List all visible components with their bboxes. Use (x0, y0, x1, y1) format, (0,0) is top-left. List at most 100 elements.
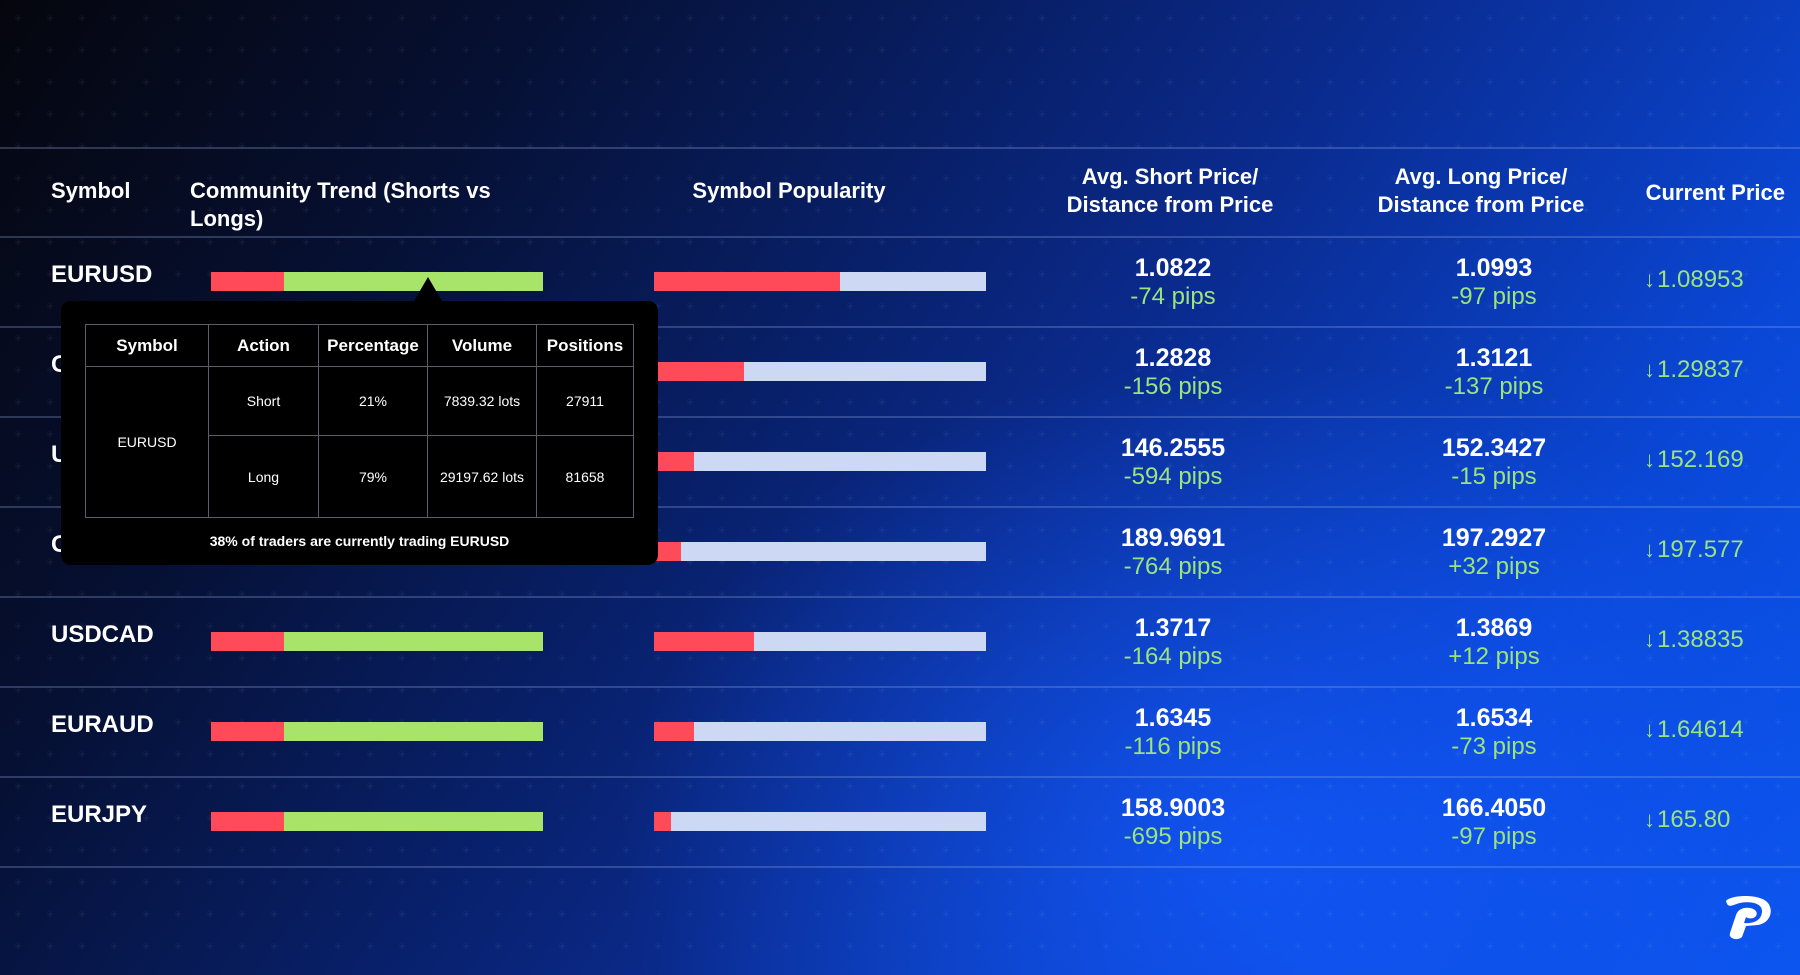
grid-cross (1423, 47, 1429, 53)
tooltip-volume: 29197.62 lots (427, 435, 537, 518)
grid-cross (1391, 911, 1397, 917)
grid-cross (399, 911, 405, 917)
grid-cross (1743, 879, 1749, 885)
grid-cross (79, 47, 85, 53)
grid-cross (1103, 47, 1109, 53)
grid-cross (1615, 47, 1621, 53)
table-row[interactable]: EURAUD 1.6345 -116 pips 1.6534 -73 pips … (0, 688, 1800, 778)
grid-cross (1455, 79, 1461, 85)
grid-cross (271, 943, 277, 949)
grid-cross (623, 111, 629, 117)
table-row[interactable]: EURUSD 1.0822 -74 pips 1.0993 -97 pips ↓… (0, 238, 1800, 328)
community-trend-bar[interactable] (211, 272, 543, 291)
symbol-popularity-bar[interactable] (654, 812, 986, 831)
grid-cross (47, 15, 53, 21)
trend-long-segment (284, 272, 543, 291)
symbol-popularity-bar[interactable] (654, 362, 986, 381)
table-row[interactable]: USDCAD 1.3717 -164 pips 1.3869 +12 pips … (0, 598, 1800, 688)
avg-short-cell: 189.9691 -764 pips (1043, 523, 1303, 581)
header-symbol-popularity: Symbol Popularity (692, 178, 886, 203)
grid-cross (1039, 879, 1045, 885)
pepperstone-logo-icon (1726, 896, 1771, 940)
grid-cross (1743, 47, 1749, 53)
grid-cross (879, 111, 885, 117)
grid-cross (1263, 111, 1269, 117)
symbol-popularity-bar[interactable] (654, 722, 986, 741)
grid-cross (1519, 79, 1525, 85)
grid-cross (1327, 111, 1333, 117)
avg-long-price: 1.6534 (1455, 704, 1533, 732)
grid-cross (1519, 911, 1525, 917)
grid-cross (335, 943, 341, 949)
grid-cross (175, 111, 181, 117)
grid-cross (943, 111, 949, 117)
row-symbol[interactable]: EURAUD (51, 711, 154, 738)
arrow-down-icon: ↓ (1644, 537, 1655, 562)
grid-cross (1487, 879, 1493, 885)
grid-cross (943, 47, 949, 53)
grid-cross (975, 943, 981, 949)
grid-cross (1615, 175, 1621, 181)
grid-cross (1103, 879, 1109, 885)
row-symbol[interactable]: EURUSD (51, 261, 153, 288)
grid-cross (1327, 911, 1333, 917)
community-trend-bar[interactable] (211, 722, 543, 741)
grid-cross (1071, 111, 1077, 117)
grid-cross (303, 879, 309, 885)
grid-cross (1007, 911, 1013, 917)
grid-cross (559, 879, 565, 885)
symbol-popularity-bar[interactable] (654, 452, 986, 471)
grid-cross (1167, 943, 1173, 949)
symbol-popularity-bar[interactable] (654, 632, 986, 651)
grid-cross (1007, 111, 1013, 117)
grid-cross (271, 111, 277, 117)
grid-cross (591, 911, 597, 917)
grid-cross (1423, 79, 1429, 85)
avg-short-cell: 158.9003 -695 pips (1043, 793, 1303, 851)
table-row[interactable]: EURJPY 158.9003 -695 pips 166.4050 -97 p… (0, 778, 1800, 868)
tooltip-positions: 27911 (536, 366, 634, 436)
grid-cross (911, 79, 917, 85)
row-symbol[interactable]: USDCAD (51, 621, 154, 648)
grid-cross (1743, 111, 1749, 117)
arrow-down-icon: ↓ (1644, 267, 1655, 292)
grid-cross (1679, 15, 1685, 21)
grid-cross (1743, 943, 1749, 949)
row-symbol[interactable]: EURJPY (51, 801, 148, 828)
grid-cross (1519, 47, 1525, 53)
grid-cross (1135, 15, 1141, 21)
grid-cross (79, 879, 85, 885)
grid-cross (1711, 943, 1717, 949)
grid-cross (175, 879, 181, 885)
grid-cross (111, 47, 117, 53)
grid-cross (1775, 879, 1781, 885)
trend-short-segment (211, 812, 285, 831)
current-price: ↓152.169 (1644, 446, 1784, 474)
grid-cross (399, 79, 405, 85)
long-distance: +32 pips (1448, 553, 1540, 580)
grid-cross (815, 47, 821, 53)
short-distance: -594 pips (1123, 463, 1223, 490)
grid-cross (1711, 207, 1717, 213)
avg-long-price: 166.4050 (1441, 794, 1547, 822)
grid-cross (47, 207, 53, 213)
grid-cross (879, 47, 885, 53)
tooltip-row-long: Long 79% 29197.62 lots 81658 (86, 435, 634, 518)
row-divider (0, 866, 1800, 868)
grid-cross (1391, 879, 1397, 885)
symbol-popularity-bar[interactable] (654, 542, 986, 561)
arrow-down-icon: ↓ (1644, 807, 1655, 832)
grid-cross (1423, 943, 1429, 949)
grid-cross (1135, 111, 1141, 117)
grid-cross (1231, 15, 1237, 21)
community-trend-bar[interactable] (211, 812, 543, 831)
row-divider (0, 416, 1800, 418)
popularity-fill-segment (654, 362, 744, 381)
grid-cross (911, 911, 917, 917)
symbol-popularity-bar[interactable] (654, 272, 986, 291)
grid-cross (1007, 15, 1013, 21)
grid-cross (1615, 879, 1621, 885)
grid-cross (1263, 47, 1269, 53)
community-trend-bar[interactable] (211, 632, 543, 651)
grid-cross (175, 47, 181, 53)
